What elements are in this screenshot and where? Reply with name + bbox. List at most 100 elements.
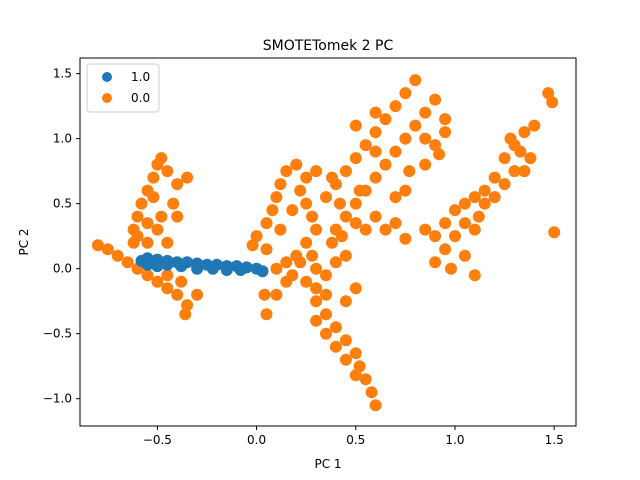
data-point <box>339 353 352 366</box>
data-point <box>389 100 402 113</box>
data-point <box>369 126 382 139</box>
data-point <box>498 178 511 191</box>
data-point <box>419 106 432 119</box>
data-point <box>546 96 559 109</box>
data-point <box>389 145 402 158</box>
data-point <box>548 226 561 239</box>
y-tick-label: 1.0 <box>53 132 72 146</box>
data-point <box>429 256 442 269</box>
plot-frame <box>79 57 577 427</box>
x-tick-label: 1.5 <box>545 433 564 447</box>
data-point <box>191 288 204 301</box>
data-point <box>369 171 382 184</box>
data-point <box>449 230 461 243</box>
data-point <box>320 288 332 301</box>
legend: 1.0 0.0 <box>86 63 160 113</box>
data-point <box>320 191 332 204</box>
data-point <box>478 184 491 197</box>
data-point <box>379 158 392 171</box>
data-point <box>310 295 323 308</box>
data-point <box>161 236 174 249</box>
data-point <box>349 217 362 230</box>
data-point <box>349 369 362 382</box>
data-point <box>353 184 366 197</box>
data-point <box>518 165 531 178</box>
data-point <box>542 87 555 100</box>
data-point <box>181 171 194 184</box>
data-point <box>349 152 362 165</box>
data-point <box>300 275 313 288</box>
data-point <box>468 269 481 282</box>
data-point <box>339 210 352 223</box>
data-point <box>349 347 362 360</box>
legend-marker <box>102 72 112 82</box>
data-point <box>260 217 273 230</box>
data-point <box>270 262 283 275</box>
y-tick-label: −0.5 <box>43 327 72 341</box>
y-axis: −1.0 −0.5 0.0 0.5 1.0 1.5 <box>43 67 80 406</box>
data-point <box>246 239 259 252</box>
data-point <box>256 265 269 278</box>
data-point <box>220 264 233 276</box>
data-point <box>379 223 392 236</box>
data-point <box>310 314 323 327</box>
data-point <box>320 327 332 340</box>
data-point <box>270 191 283 204</box>
data-point <box>329 256 342 269</box>
data-point <box>419 132 432 145</box>
data-point <box>399 232 412 245</box>
data-point <box>359 139 372 152</box>
data-point <box>339 334 352 347</box>
y-axis-label: PC 2 <box>17 228 31 255</box>
data-point <box>472 210 485 223</box>
data-point <box>171 210 184 223</box>
y-tick-label: 0.5 <box>53 197 72 211</box>
data-point <box>468 223 481 236</box>
data-point <box>161 165 174 178</box>
data-point <box>270 288 283 301</box>
data-point <box>167 197 180 210</box>
data-point <box>161 258 174 271</box>
data-point <box>141 217 154 230</box>
data-point <box>171 178 184 191</box>
data-point <box>369 145 382 158</box>
x-axis: −0.5 0.0 0.5 1.0 1.5 <box>143 426 564 447</box>
data-point <box>191 262 204 275</box>
data-point <box>339 249 352 262</box>
data-point <box>353 360 366 373</box>
data-point <box>147 171 160 184</box>
data-point <box>320 269 332 282</box>
data-point <box>151 275 164 288</box>
data-point <box>329 340 342 353</box>
data-point <box>181 299 194 312</box>
data-point <box>365 386 378 399</box>
data-point <box>250 230 263 243</box>
data-point <box>339 295 352 308</box>
data-point <box>439 113 452 126</box>
data-point <box>528 119 541 132</box>
data-point <box>439 126 452 139</box>
data-point <box>294 256 307 269</box>
data-point <box>333 197 346 210</box>
data-point <box>260 243 273 256</box>
data-point <box>359 223 372 236</box>
data-point <box>409 74 422 87</box>
data-point <box>171 288 184 301</box>
data-point <box>399 184 412 197</box>
data-point <box>326 171 338 184</box>
legend-label: 0.0 <box>131 91 150 105</box>
data-point <box>310 262 323 275</box>
data-point <box>488 191 501 204</box>
data-point <box>326 236 338 249</box>
data-point <box>280 165 293 178</box>
data-point <box>280 256 293 269</box>
data-point <box>349 197 362 210</box>
x-tick-label: −0.5 <box>143 433 172 447</box>
data-point <box>449 204 461 217</box>
data-point <box>369 106 382 119</box>
data-point <box>339 165 352 178</box>
x-tick-label: 0.5 <box>346 433 365 447</box>
data-point <box>161 282 174 295</box>
data-point <box>504 132 517 145</box>
